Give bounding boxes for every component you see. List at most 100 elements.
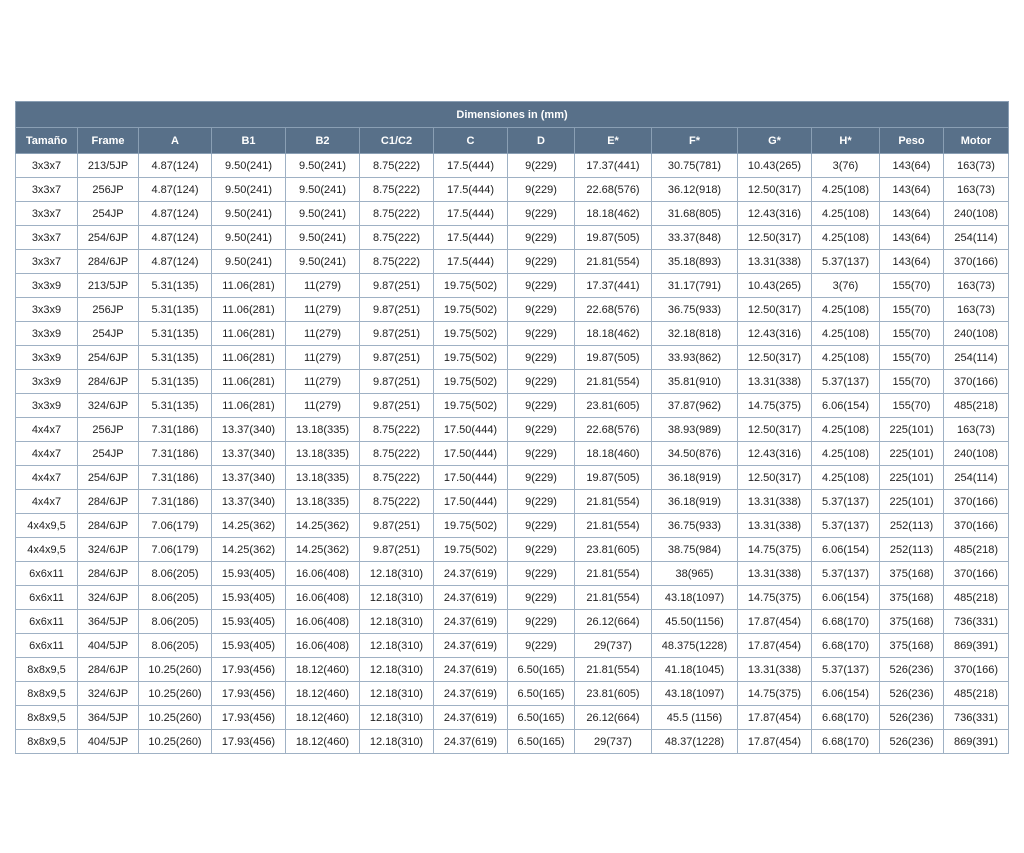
- table-cell: 8.75(222): [359, 417, 434, 442]
- table-cell: 4.87(124): [138, 249, 212, 274]
- table-cell: 254/6JP: [77, 345, 139, 370]
- table-cell: 485(218): [942, 681, 1010, 706]
- table-cell: 9.50(241): [211, 249, 286, 274]
- table-cell: 13.18(335): [285, 465, 360, 490]
- table-cell: 12.18(310): [359, 681, 434, 706]
- table-cell: 12.43(316): [737, 201, 812, 226]
- table-cell: 36.18(919): [651, 465, 738, 490]
- table-cell: 9.50(241): [285, 249, 360, 274]
- table-cell: 8.75(222): [359, 441, 434, 466]
- table-cell: 17.87(454): [737, 705, 812, 730]
- table-cell: 43.18(1097): [651, 681, 738, 706]
- table-cell: 31.68(805): [651, 201, 738, 226]
- table-cell: 9(229): [507, 417, 575, 442]
- table-cell: 9.87(251): [359, 321, 434, 346]
- table-cell: 23.81(605): [574, 537, 652, 562]
- table-cell: 21.81(554): [574, 489, 652, 514]
- table-cell: 256JP: [77, 177, 139, 202]
- table-cell: 19.75(502): [433, 393, 508, 418]
- table-cell: 11(279): [285, 393, 360, 418]
- table-cell: 284/6JP: [77, 561, 139, 586]
- table-cell: 17.87(454): [737, 729, 812, 754]
- table-cell: 9(229): [507, 441, 575, 466]
- table-cell: 254/6JP: [77, 465, 139, 490]
- table-cell: 4.25(108): [811, 297, 880, 322]
- table-cell: 19.75(502): [433, 273, 508, 298]
- table-cell: 19.87(505): [574, 225, 652, 250]
- table-cell: 9.87(251): [359, 345, 434, 370]
- table-cell: 17.87(454): [737, 609, 812, 634]
- table-cell: 240(108): [942, 441, 1010, 466]
- table-cell: 163(73): [942, 153, 1010, 178]
- table-cell: 4x4x7: [15, 441, 78, 466]
- table-cell: 736(331): [942, 609, 1010, 634]
- table-cell: 143(64): [879, 201, 944, 226]
- table-cell: 9(229): [507, 201, 575, 226]
- table-row: 3x3x9 256JP 5.31(135) 11.06(281) 11(279) 9.87…: [15, 297, 1010, 322]
- table-cell: 284/6JP: [77, 489, 139, 514]
- table-cell: 8.75(222): [359, 177, 434, 202]
- table-cell: 225(101): [879, 465, 944, 490]
- table-cell: 5.31(135): [138, 345, 212, 370]
- table-cell: 3x3x9: [15, 297, 78, 322]
- table-cell: 17.50(444): [433, 417, 508, 442]
- table-cell: 12.50(317): [737, 177, 812, 202]
- table-cell: 5.31(135): [138, 369, 212, 394]
- table-cell: 35.18(893): [651, 249, 738, 274]
- table-cell: 19.75(502): [433, 321, 508, 346]
- table-cell: 9.50(241): [211, 225, 286, 250]
- table-cell: 12.50(317): [737, 297, 812, 322]
- table-cell: 9(229): [507, 225, 575, 250]
- table-cell: 143(64): [879, 153, 944, 178]
- table-cell: 7.31(186): [138, 417, 212, 442]
- table-cell: 16.06(408): [285, 633, 360, 658]
- table-cell: 9(229): [507, 609, 575, 634]
- table-cell: 13.37(340): [211, 417, 286, 442]
- table-cell: 36.75(933): [651, 513, 738, 538]
- table-cell: 254JP: [77, 201, 139, 226]
- table-cell: 4.25(108): [811, 441, 880, 466]
- table-cell: 254(114): [942, 465, 1010, 490]
- table-cell: 17.93(456): [211, 657, 286, 682]
- table-cell: 254(114): [942, 225, 1010, 250]
- table-cell: 9(229): [507, 465, 575, 490]
- table-cell: 4x4x9,5: [15, 537, 78, 562]
- table-row: 3x3x9 254JP 5.31(135) 11.06(281) 11(279) 9.87…: [15, 321, 1010, 346]
- table-cell: 9(229): [507, 393, 575, 418]
- column-header: A: [138, 127, 212, 154]
- table-cell: 254(114): [942, 345, 1010, 370]
- table-cell: 324/6JP: [77, 681, 139, 706]
- table-cell: 10.25(260): [138, 681, 212, 706]
- table-cell: 9(229): [507, 537, 575, 562]
- table-cell: 6.68(170): [811, 705, 880, 730]
- table-row: 3x3x9 324/6JP 5.31(135) 11.06(281) 11(279) 9.…: [15, 393, 1010, 418]
- table-cell: 18.18(462): [574, 321, 652, 346]
- table-cell: 12.18(310): [359, 561, 434, 586]
- table-cell: 4.25(108): [811, 417, 880, 442]
- table-cell: 254JP: [77, 321, 139, 346]
- table-cell: 8.06(205): [138, 585, 212, 610]
- column-header: G*: [737, 127, 812, 154]
- column-header: D: [507, 127, 575, 154]
- table-title: Dimensiones in (mm): [14, 101, 1010, 128]
- table-cell: 6.68(170): [811, 633, 880, 658]
- table-cell: 30.75(781): [651, 153, 738, 178]
- table-cell: 6.06(154): [811, 585, 880, 610]
- table-cell: 3x3x7: [15, 201, 78, 226]
- table-wrap: Dimensiones in (mm) Tamaño Frame A B1 B2 C1/C…: [14, 101, 1010, 754]
- table-cell: 143(64): [879, 225, 944, 250]
- table-cell: 32.18(818): [651, 321, 738, 346]
- column-header: Frame: [77, 127, 139, 154]
- table-cell: 9(229): [507, 321, 575, 346]
- table-cell: 13.37(340): [211, 441, 286, 466]
- table-row: 8x8x9,5 284/6JP 10.25(260) 17.93(456) 18.12(…: [15, 657, 1010, 682]
- table-cell: 18.12(460): [285, 657, 360, 682]
- table-cell: 163(73): [942, 273, 1010, 298]
- table-cell: 13.31(338): [737, 249, 812, 274]
- table-cell: 26.12(664): [574, 705, 652, 730]
- table-cell: 17.93(456): [211, 681, 286, 706]
- column-header: E*: [574, 127, 652, 154]
- table-cell: 19.87(505): [574, 345, 652, 370]
- table-cell: 22.68(576): [574, 417, 652, 442]
